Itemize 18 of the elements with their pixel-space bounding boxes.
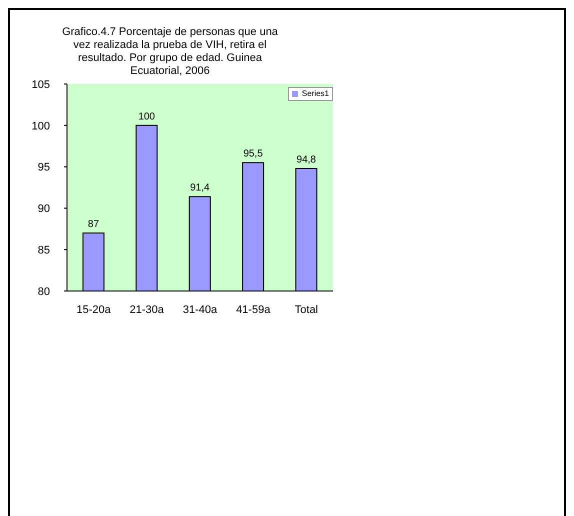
y-tick-label: 85 (38, 244, 50, 257)
data-label: 87 (88, 219, 100, 230)
data-label: 94,8 (296, 154, 316, 166)
x-tick-label: 21-30a (130, 304, 165, 316)
y-tick-label: 80 (38, 286, 50, 298)
y-tick-label: 95 (38, 162, 50, 174)
chart-title: Grafico.4.7 Porcentaje de personas que una vez realizada la prueba de VIH, retira el resultado. Por grupo de edad. Guinea Ecuatorial, 2006 (61, 26, 279, 78)
y-tick-label: 100 (32, 120, 50, 132)
data-label: 95,5 (243, 148, 264, 160)
x-tick-label: 15-20a (76, 304, 112, 316)
y-tick-label: 90 (38, 203, 50, 216)
data-label: 91,4 (190, 182, 210, 194)
x-tick-label: 31-40a (182, 304, 218, 316)
legend-label: Series1 (302, 89, 329, 98)
y-tick-label: 105 (32, 78, 50, 91)
x-tick-label: 41-59a (236, 304, 272, 316)
x-tick-label: Total (294, 304, 318, 316)
data-label: 100 (138, 111, 156, 122)
